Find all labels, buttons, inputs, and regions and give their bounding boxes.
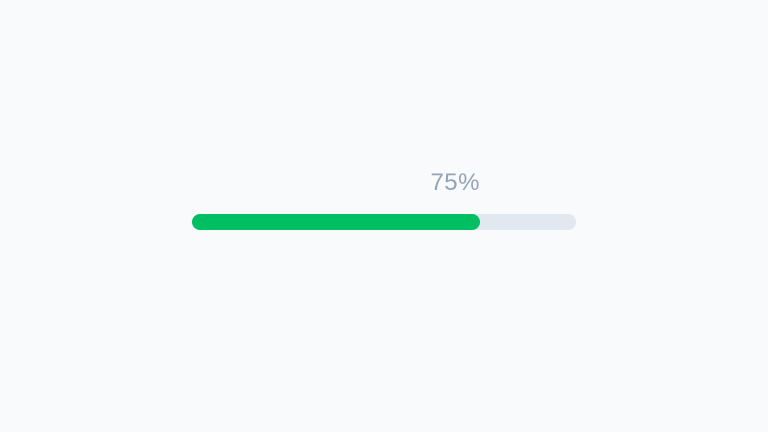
progress-widget: 75% (192, 166, 576, 230)
progress-fill (192, 214, 480, 230)
progress-bar-track (192, 214, 576, 230)
progress-percentage-label: 75% (430, 169, 480, 196)
progress-label-row: 75% (192, 166, 480, 200)
